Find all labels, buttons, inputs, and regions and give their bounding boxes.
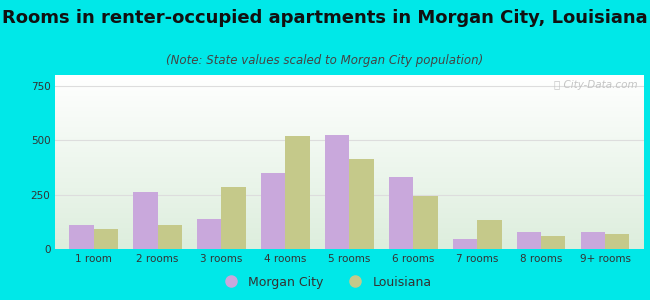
Bar <box>197 218 222 249</box>
Bar <box>605 234 629 249</box>
Text: ⓘ City-Data.com: ⓘ City-Data.com <box>554 80 638 90</box>
Bar <box>389 177 413 249</box>
Bar <box>94 230 118 249</box>
Bar <box>581 232 605 249</box>
Bar <box>222 187 246 249</box>
Bar <box>70 225 94 249</box>
Legend: Morgan City, Louisiana: Morgan City, Louisiana <box>213 271 437 294</box>
Text: Rooms in renter-occupied apartments in Morgan City, Louisiana: Rooms in renter-occupied apartments in M… <box>2 9 648 27</box>
Bar <box>413 196 437 249</box>
Bar <box>157 225 182 249</box>
Text: (Note: State values scaled to Morgan City population): (Note: State values scaled to Morgan Cit… <box>166 54 484 67</box>
Bar <box>325 135 350 249</box>
Bar <box>285 136 310 249</box>
Bar <box>541 236 566 249</box>
Bar <box>350 159 374 249</box>
Bar <box>133 193 157 249</box>
Bar <box>477 220 502 249</box>
Bar <box>453 239 477 249</box>
Bar <box>261 173 285 249</box>
Bar <box>517 232 541 249</box>
